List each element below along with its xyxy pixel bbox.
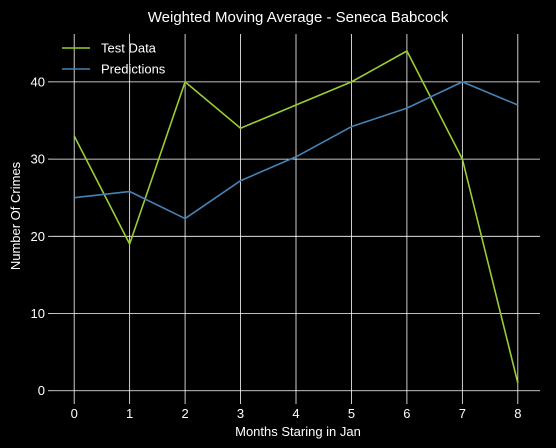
y-axis-label: Number Of Crimes bbox=[8, 161, 23, 270]
x-tick-label: 5 bbox=[348, 406, 355, 421]
legend-label-0: Test Data bbox=[101, 41, 157, 56]
x-axis-label: Months Staring in Jan bbox=[235, 424, 361, 439]
x-axis: 0 1 2 3 4 5 6 7 8 bbox=[71, 400, 521, 421]
y-tick-label: 10 bbox=[31, 306, 45, 321]
legend: Test Data Predictions bbox=[62, 41, 166, 77]
y-tick-label: 0 bbox=[38, 383, 45, 398]
x-tick-label: 6 bbox=[403, 406, 410, 421]
grid bbox=[52, 34, 540, 400]
x-tick-label: 3 bbox=[237, 406, 244, 421]
y-tick-label: 20 bbox=[31, 229, 45, 244]
x-tick-label: 0 bbox=[71, 406, 78, 421]
series-line-1 bbox=[74, 81, 519, 220]
series-layer bbox=[73, 50, 519, 384]
x-tick-label: 4 bbox=[292, 406, 299, 421]
legend-label-1: Predictions bbox=[101, 62, 166, 77]
series-line-0 bbox=[73, 50, 519, 384]
y-axis: 0 10 20 30 40 bbox=[31, 74, 52, 398]
x-tick-label: 1 bbox=[126, 406, 133, 421]
y-tick-label: 40 bbox=[31, 74, 45, 89]
y-tick-label: 30 bbox=[31, 152, 45, 167]
x-tick-label: 8 bbox=[514, 406, 521, 421]
x-tick-label: 7 bbox=[459, 406, 466, 421]
x-tick-label: 2 bbox=[181, 406, 188, 421]
chart-title: Weighted Moving Average - Seneca Babcock bbox=[148, 9, 449, 26]
